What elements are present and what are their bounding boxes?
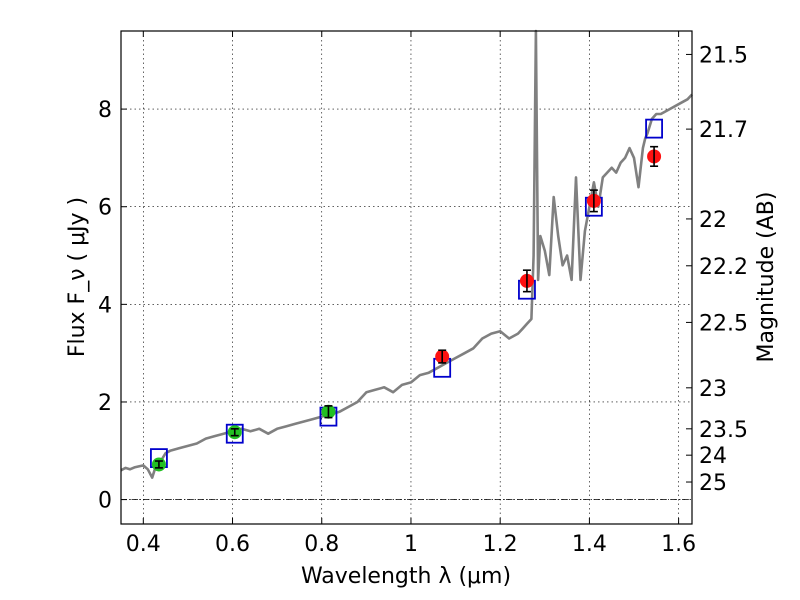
x-axis-title: Wavelength λ (μm) — [301, 564, 511, 589]
right-tick-label: 25 — [699, 471, 727, 496]
y-tick-label: 6 — [98, 196, 112, 221]
y-tick-label: 2 — [98, 391, 112, 416]
model-photometry-square — [225, 423, 244, 444]
right-tick-label: 21.7 — [699, 118, 748, 143]
y-tick-label: 0 — [98, 489, 112, 514]
x-tick-label: 0.6 — [215, 532, 250, 557]
right-tick-label: 23.5 — [699, 418, 748, 443]
x-tick-label: 0.8 — [304, 532, 339, 557]
y-tick-label: 4 — [98, 293, 112, 318]
right-tick-label: 22.2 — [699, 255, 748, 280]
y-axis-title: Flux F_ν ( μJy ) — [65, 197, 90, 357]
y-axis-right-title: Magnitude (AB) — [754, 192, 779, 363]
plot-frame — [120, 30, 693, 525]
ticks: 0.4 0.6 0.8 1 1.2 1.4 1.60246821.521.72222.222… — [98, 31, 748, 557]
model-photometry-square — [645, 118, 663, 139]
right-tick-label: 23 — [699, 377, 727, 402]
right-tick-label: 22 — [699, 208, 727, 233]
spectrum-line — [120, 29, 693, 479]
right-tick-label: 21.5 — [699, 43, 748, 68]
plot-background — [121, 31, 692, 524]
right-tick-label: 22.5 — [699, 311, 748, 336]
x-tick-label: 0.4 — [126, 532, 161, 557]
y-tick-label: 8 — [98, 98, 112, 123]
right-tick-label: 24 — [699, 444, 727, 469]
x-tick-label: 1.6 — [661, 532, 696, 557]
series-layer — [120, 29, 693, 479]
x-tick-label: 1.2 — [483, 532, 518, 557]
x-tick-label: 1.4 — [572, 532, 607, 557]
x-tick-label: 1 — [404, 532, 418, 557]
